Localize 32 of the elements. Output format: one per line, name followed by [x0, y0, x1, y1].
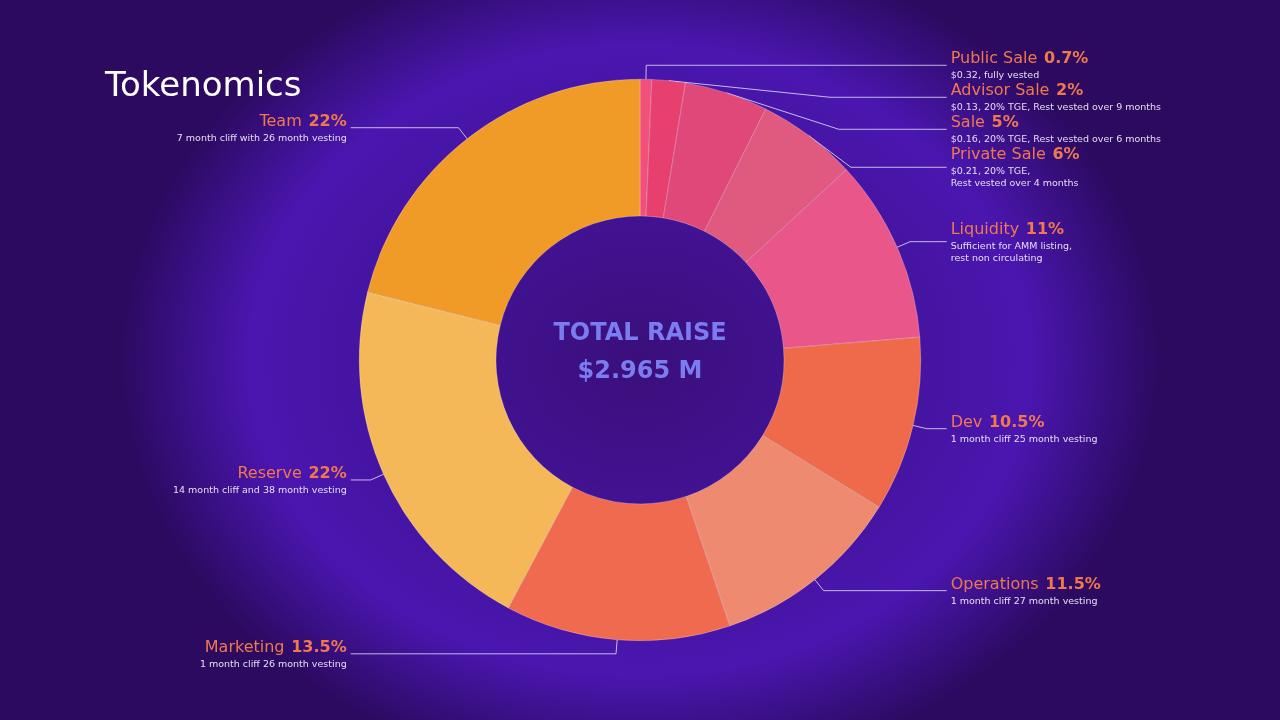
chart-title: Tokenomics: [104, 64, 302, 104]
data-label: 11%: [1025, 218, 1065, 238]
data-label: 22%: [308, 110, 347, 130]
slice-label: Dev: [950, 411, 983, 431]
text: 1 month cliff 27 month vesting: [950, 594, 1098, 606]
data-label: 0.7%: [1044, 48, 1089, 68]
slice-label: Marketing: [204, 636, 285, 656]
text: 7 month cliff with 26 month vesting: [176, 131, 347, 143]
slice-label: Operations: [950, 573, 1039, 593]
text: 1 month cliff 25 month vesting: [950, 432, 1098, 444]
data-label: 11.5%: [1045, 573, 1101, 593]
text: $0.21, 20% TGE, Rest vested over 4 months: [950, 165, 1079, 189]
data-label: 2%: [1056, 80, 1084, 100]
slice-label: Reserve: [237, 462, 302, 482]
slice-label: Advisor Sale: [950, 80, 1050, 100]
text: $0.13, 20% TGE, Rest vested over 9 months: [950, 101, 1162, 113]
slice-label: Private Sale: [950, 144, 1046, 164]
text: Sufficient for AMM listing, rest non circulating: [950, 239, 1073, 263]
data-label: 13.5%: [291, 636, 347, 656]
slice-label: Team: [258, 110, 302, 130]
data-label: 22%: [308, 462, 347, 482]
slice-label: Public Sale: [950, 48, 1038, 68]
slice-label: Liquidity: [950, 218, 1020, 238]
data-label: 10.5%: [988, 411, 1045, 431]
text: $0.16, 20% TGE, Rest vested over 6 months: [950, 133, 1162, 145]
data-label: 5%: [991, 112, 1019, 132]
text: 1 month cliff 26 month vesting: [199, 657, 347, 669]
slice-label: Sale: [950, 112, 985, 132]
data-label: 6%: [1052, 144, 1080, 164]
text: TOTAL RAISE $2.965 M: [553, 318, 727, 384]
text: 14 month cliff and 38 month vesting: [172, 483, 347, 495]
text: $0.32, fully vested: [950, 69, 1040, 81]
